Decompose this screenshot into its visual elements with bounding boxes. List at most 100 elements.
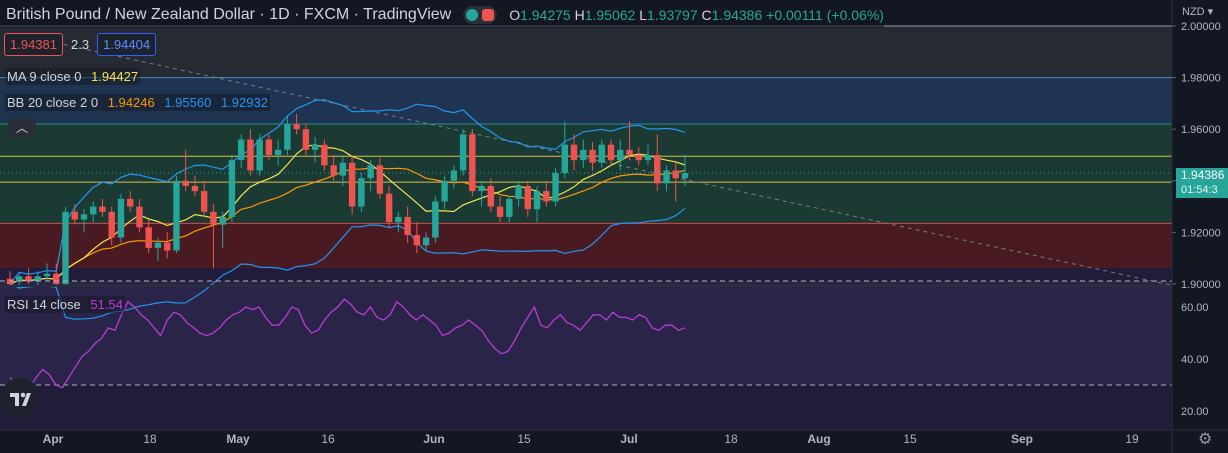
candle-body[interactable] xyxy=(256,139,263,171)
candle-body[interactable] xyxy=(626,149,633,155)
symbol-title[interactable]: British Pound / New Zealand Dollar · 1D … xyxy=(6,6,452,23)
candle-body[interactable] xyxy=(62,211,69,284)
high-value: 1.95062 xyxy=(584,7,636,23)
up-dot-icon xyxy=(466,9,479,21)
candle-body[interactable] xyxy=(90,206,97,215)
x-tick-label: 16 xyxy=(321,432,335,446)
candle-body[interactable] xyxy=(607,144,615,161)
candle-body[interactable] xyxy=(441,180,448,202)
rsi-tick-label: 40.00 xyxy=(1181,354,1209,366)
candle-body[interactable] xyxy=(99,206,106,212)
candle-body[interactable] xyxy=(543,191,550,202)
gear-icon[interactable]: ⚙ xyxy=(1198,431,1213,448)
bb-basis-line xyxy=(9,167,686,285)
candle-body[interactable] xyxy=(200,191,208,212)
candle-body[interactable] xyxy=(589,149,596,163)
candle-body[interactable] xyxy=(395,216,402,223)
candle-body[interactable] xyxy=(367,165,374,179)
buy-button[interactable]: 1.94404 xyxy=(97,33,157,56)
candle-body[interactable] xyxy=(552,173,559,202)
sell-button[interactable]: 1.94381 xyxy=(4,33,63,56)
bb-label: BB 20 close 2 0 xyxy=(7,95,99,110)
candle-body[interactable] xyxy=(422,237,430,246)
low-value: 1.93797 xyxy=(647,7,698,23)
candle-body[interactable] xyxy=(376,165,384,194)
candle-body[interactable] xyxy=(219,216,226,225)
price-axis[interactable] xyxy=(1172,0,1228,453)
candle-body[interactable] xyxy=(672,170,679,179)
candle-body[interactable] xyxy=(274,149,282,155)
candle-body[interactable] xyxy=(635,155,642,161)
candle-body[interactable] xyxy=(53,273,60,284)
candle-body[interactable] xyxy=(348,162,356,207)
candle-body[interactable] xyxy=(182,180,189,186)
ma-legend[interactable]: MA 9 close 0 1.94427 xyxy=(5,68,141,85)
x-tick-label: Jun xyxy=(423,432,444,446)
candle-body[interactable] xyxy=(163,242,171,251)
candle-body[interactable] xyxy=(459,134,467,171)
tradingview-logo[interactable] xyxy=(0,378,40,418)
candle-body[interactable] xyxy=(654,155,661,184)
candle-body[interactable] xyxy=(311,144,319,150)
candle-body[interactable] xyxy=(478,185,485,192)
y-tick-label: 1.96000 xyxy=(1181,124,1221,136)
market-status-toggle[interactable] xyxy=(463,6,498,24)
candle-body[interactable] xyxy=(404,216,411,235)
candle-body[interactable] xyxy=(413,234,421,246)
candle-body[interactable] xyxy=(154,242,162,248)
candle-body[interactable] xyxy=(598,144,605,163)
candle-body[interactable] xyxy=(450,170,458,181)
candle-body[interactable] xyxy=(284,124,291,150)
candle-body[interactable] xyxy=(16,276,23,282)
zone-top xyxy=(0,26,1172,78)
candle-body[interactable] xyxy=(136,206,143,228)
candle-body[interactable] xyxy=(533,191,541,210)
candle-body[interactable] xyxy=(487,185,495,207)
candle-body[interactable] xyxy=(25,276,32,282)
candle-body[interactable] xyxy=(43,273,51,277)
candle-body[interactable] xyxy=(265,139,273,155)
bb-legend[interactable]: BB 20 close 2 0 1.94246 1.95560 1.92932 xyxy=(5,94,270,111)
candle-body[interactable] xyxy=(80,214,88,220)
candle-body[interactable] xyxy=(339,162,347,176)
candle-body[interactable] xyxy=(385,193,393,223)
candle-body[interactable] xyxy=(210,211,217,225)
candle-body[interactable] xyxy=(117,198,125,238)
candle-body[interactable] xyxy=(293,124,300,130)
candle-body[interactable] xyxy=(524,185,532,210)
candle-body[interactable] xyxy=(580,149,587,161)
candle-body[interactable] xyxy=(237,139,245,161)
candle-body[interactable] xyxy=(34,276,41,282)
low-key: L xyxy=(639,7,648,23)
candle-body[interactable] xyxy=(358,178,365,207)
candle-body[interactable] xyxy=(173,180,180,251)
candle-body[interactable] xyxy=(570,144,578,161)
candle-body[interactable] xyxy=(145,227,152,248)
candle-body[interactable] xyxy=(561,144,568,174)
candle-body[interactable] xyxy=(617,149,624,161)
close-key: C xyxy=(701,7,712,23)
candle-body[interactable] xyxy=(469,134,476,192)
candle-body[interactable] xyxy=(663,170,670,184)
candle-body[interactable] xyxy=(247,139,254,171)
rsi-legend[interactable]: RSI 14 close 51.54 xyxy=(5,296,125,313)
candle-body[interactable] xyxy=(302,129,310,150)
candle-body[interactable] xyxy=(71,211,78,220)
candle-body[interactable] xyxy=(644,155,652,161)
y-tick-label: 1.90000 xyxy=(1181,279,1221,291)
candle-body[interactable] xyxy=(321,144,328,166)
candle-body[interactable] xyxy=(515,185,522,199)
candle-body[interactable] xyxy=(127,198,134,207)
candle-body[interactable] xyxy=(191,185,199,192)
candle-body[interactable] xyxy=(108,211,115,238)
ma-label: MA 9 close 0 xyxy=(7,69,82,84)
candle-body[interactable] xyxy=(330,165,337,176)
candle-body[interactable] xyxy=(228,160,236,217)
candle-body[interactable] xyxy=(496,206,504,217)
candle-body[interactable] xyxy=(506,198,513,217)
candle-body[interactable] xyxy=(432,201,439,238)
collapse-legend-button[interactable]: ︿ xyxy=(8,118,36,138)
candle-body[interactable] xyxy=(681,173,689,179)
trade-panel: 1.94381 2.3 1.94404 xyxy=(4,33,157,56)
